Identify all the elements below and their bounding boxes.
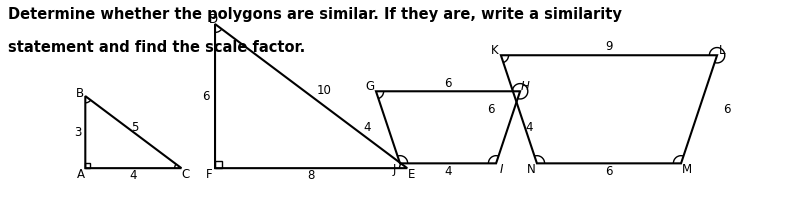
Text: 5: 5	[131, 121, 139, 134]
Text: M: M	[682, 163, 692, 176]
Text: F: F	[206, 168, 213, 181]
Text: 6: 6	[202, 90, 210, 103]
Text: B: B	[76, 87, 84, 100]
Text: K: K	[491, 44, 498, 57]
Text: G: G	[366, 80, 374, 93]
Text: 4: 4	[444, 165, 452, 177]
Text: N: N	[526, 163, 535, 176]
Text: C: C	[182, 168, 190, 181]
Text: statement and find the scale factor.: statement and find the scale factor.	[8, 40, 306, 55]
Text: 4: 4	[130, 169, 137, 182]
Text: 6: 6	[723, 103, 731, 116]
Text: 6: 6	[444, 77, 452, 90]
Text: 4: 4	[526, 121, 533, 134]
Text: E: E	[408, 168, 416, 181]
Text: 6: 6	[487, 103, 494, 116]
Text: J: J	[392, 163, 396, 176]
Text: I: I	[500, 163, 503, 176]
Text: A: A	[77, 168, 85, 181]
Text: D: D	[210, 13, 218, 26]
Text: 9: 9	[606, 40, 613, 53]
Text: 3: 3	[74, 126, 82, 139]
Text: 10: 10	[317, 84, 332, 97]
Text: 8: 8	[307, 169, 315, 182]
Text: 6: 6	[606, 165, 613, 178]
Text: Determine whether the polygons are similar. If they are, write a similarity: Determine whether the polygons are simil…	[8, 7, 622, 22]
Text: L: L	[719, 44, 726, 57]
Text: 4: 4	[363, 121, 370, 134]
Text: H: H	[521, 80, 530, 93]
